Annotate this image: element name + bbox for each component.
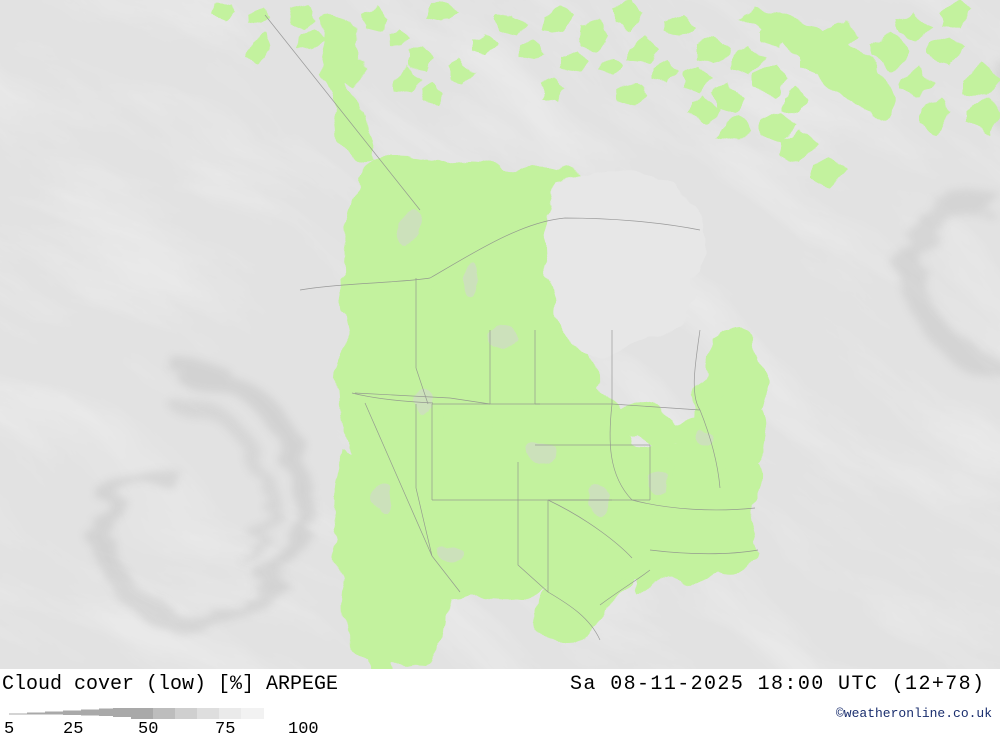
- svg-text:75: 75: [215, 720, 235, 733]
- svg-text:Sa 08-11-2025 18:00 UTC (12+78: Sa 08-11-2025 18:00 UTC (12+78): [570, 673, 985, 696]
- svg-text:©weatheronline.co.uk: ©weatheronline.co.uk: [836, 706, 992, 721]
- svg-text:25: 25: [63, 720, 83, 733]
- svg-text:100: 100: [288, 720, 319, 733]
- svg-text:5: 5: [4, 720, 14, 733]
- svg-text:50: 50: [138, 720, 158, 733]
- svg-text:Cloud cover (low) [%] ARPEGE: Cloud cover (low) [%] ARPEGE: [2, 673, 338, 696]
